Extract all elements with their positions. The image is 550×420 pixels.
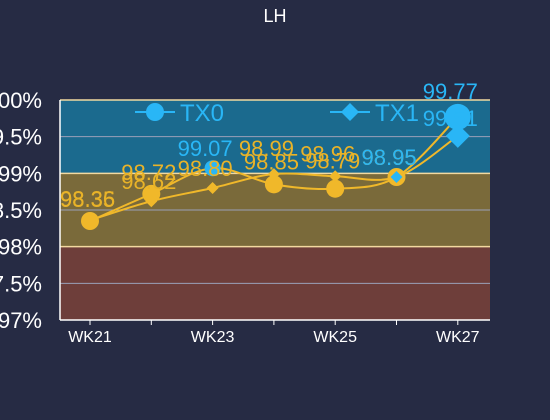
y-tick-labels: 97% 97.5% 98% 98.5% 99% 99.5% 100% [0, 88, 42, 333]
data-label-tx1-6: 99.51 [423, 106, 478, 131]
y-tick-label-1: 97.5% [0, 271, 42, 296]
y-tick-label-3: 98.5% [0, 198, 42, 223]
y-tick-label-6: 100% [0, 88, 42, 113]
y-tick-label-5: 99.5% [0, 125, 42, 150]
data-label-tx0-0: 98.35 [60, 187, 115, 212]
point-tx1-0 [84, 214, 96, 227]
point-tx0-4 [326, 179, 345, 198]
y-tick-label-4: 99% [0, 161, 42, 186]
legend-marker-tx0 [146, 103, 164, 121]
data-label-tx1-2: 98.80 [178, 156, 233, 181]
data-label-tx0-4: 98.79 [305, 149, 360, 174]
data-label-tx1-0: 98.36 [60, 186, 115, 211]
data-label-tx0-2: 99.07 [178, 136, 233, 161]
data-label-tx1-5: 98.95 [362, 145, 417, 170]
legend-label-tx0: TX0 [180, 100, 224, 127]
point-tx1-3 [267, 168, 280, 181]
x-tick-label-2: WK25 [313, 329, 357, 346]
axes [59, 100, 490, 321]
point-tx0-3 [264, 175, 283, 194]
point-tx1-6 [445, 123, 470, 148]
point-tx0-6 [444, 103, 471, 130]
point-tx1-4 [329, 170, 342, 183]
x-tick-label-0: WK21 [68, 329, 112, 346]
data-label-tx0-6: 99.77 [423, 79, 478, 104]
point-tx0-1 [142, 184, 161, 203]
data-label-tx0-1: 98.72 [121, 160, 176, 185]
legend[interactable]: TX0 TX1 [135, 100, 419, 127]
legend-marker-tx1 [341, 103, 359, 121]
data-label-tx1-3: 98.99 [239, 136, 294, 161]
point-tx1-5 [390, 171, 403, 183]
point-tx0-2 [204, 160, 221, 177]
x-tick-label-3: WK27 [436, 329, 480, 346]
series-points [81, 103, 471, 230]
chart-title: LH [263, 6, 286, 26]
point-tx1-1 [145, 195, 158, 208]
x-tick-label-1: WK23 [191, 329, 235, 346]
data-label-tx0-3: 98.85 [244, 149, 299, 174]
point-tx1-2 [206, 182, 219, 194]
data-label-tx1-4: 98.96 [300, 141, 355, 166]
y-tick-label-2: 98% [0, 235, 42, 260]
data-label-tx0-5: 98.95 [362, 145, 417, 170]
x-tick-labels: WK21 WK23 WK25 WK27 [68, 320, 480, 346]
legend-label-tx1: TX1 [375, 100, 419, 127]
data-label-tx1-1: 98.62 [121, 169, 176, 194]
y-tick-label-0: 97% [0, 308, 42, 333]
